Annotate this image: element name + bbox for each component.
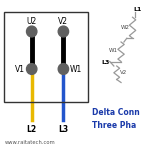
Text: V2: V2 — [58, 17, 68, 26]
Circle shape — [27, 26, 37, 37]
Text: Three Pha: Three Pha — [92, 122, 136, 130]
Text: W1: W1 — [109, 48, 118, 54]
Text: W2: W2 — [121, 24, 130, 30]
Text: V2: V2 — [120, 70, 127, 75]
Text: W1: W1 — [70, 64, 82, 74]
Text: L3: L3 — [58, 124, 68, 134]
Circle shape — [58, 26, 69, 37]
Text: www.raitatech.com: www.raitatech.com — [4, 140, 55, 145]
Text: U2: U2 — [27, 17, 37, 26]
Text: L1: L1 — [134, 7, 142, 12]
Text: L2: L2 — [27, 124, 37, 134]
Circle shape — [27, 64, 37, 74]
Circle shape — [58, 64, 69, 74]
Text: Delta Conn: Delta Conn — [92, 108, 140, 117]
Text: L3: L3 — [101, 60, 109, 65]
Text: V1: V1 — [14, 64, 24, 74]
